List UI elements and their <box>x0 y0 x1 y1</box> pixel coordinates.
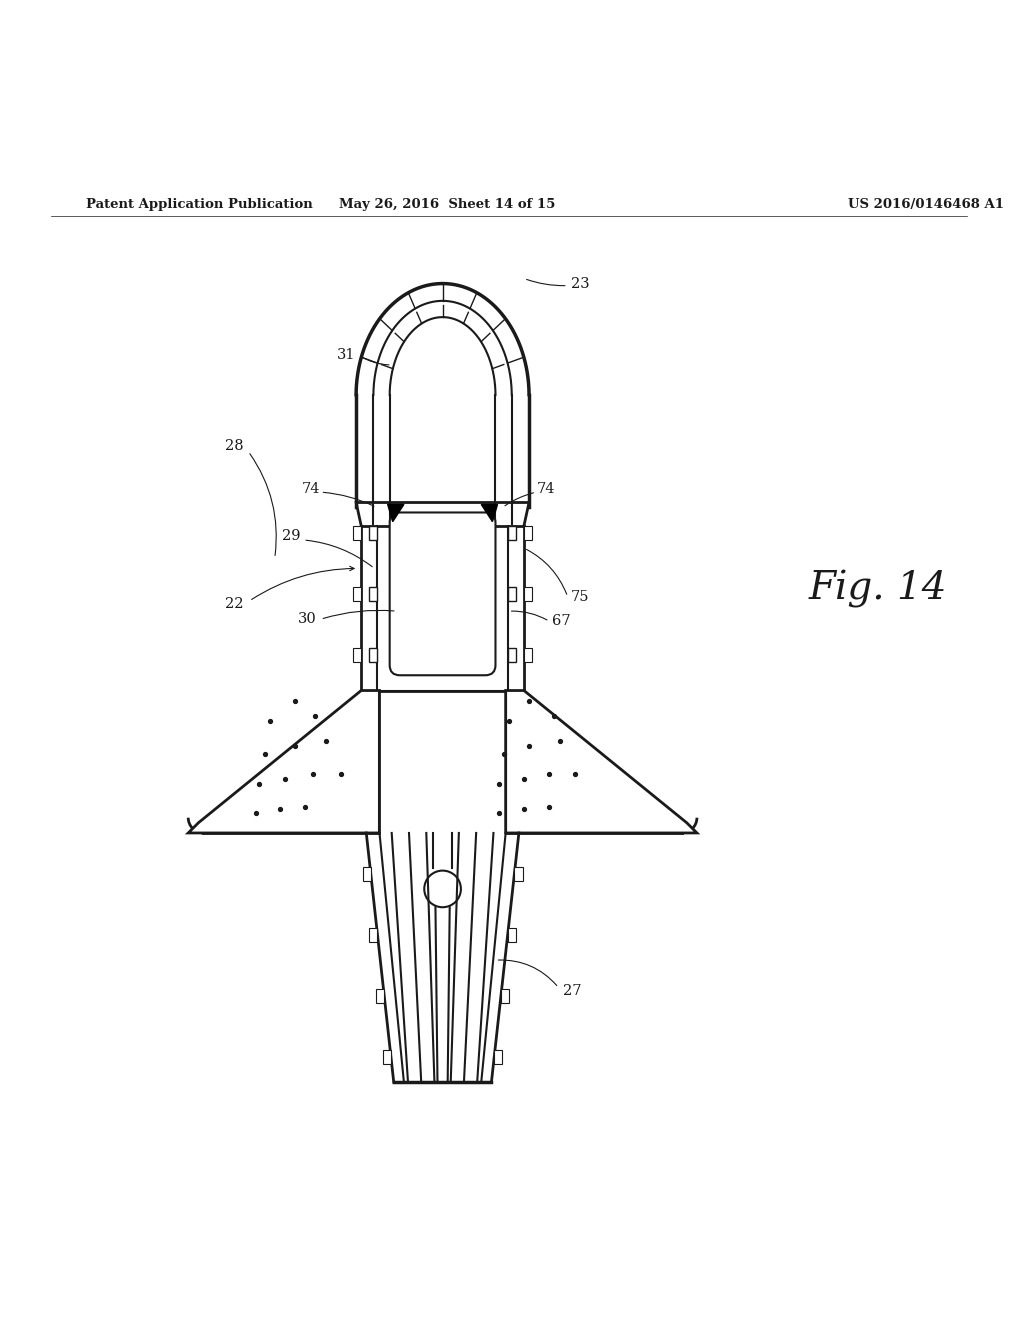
Text: 27: 27 <box>562 983 581 998</box>
Text: 31: 31 <box>337 347 355 362</box>
Text: 67: 67 <box>552 614 571 628</box>
Bar <box>353 648 361 663</box>
Text: 75: 75 <box>570 590 589 605</box>
Text: 30: 30 <box>298 612 316 626</box>
Bar <box>524 525 532 540</box>
Bar <box>362 866 371 880</box>
Bar <box>353 525 361 540</box>
Bar <box>508 587 516 601</box>
Text: 23: 23 <box>570 277 589 290</box>
Bar <box>508 648 516 663</box>
Bar <box>370 587 378 601</box>
Polygon shape <box>388 504 403 521</box>
Text: 74: 74 <box>302 482 321 496</box>
Bar <box>370 928 378 942</box>
Polygon shape <box>188 690 380 833</box>
Text: 29: 29 <box>282 529 300 543</box>
Bar <box>495 1049 503 1064</box>
Text: Patent Application Publication: Patent Application Publication <box>86 198 313 211</box>
Text: Fig. 14: Fig. 14 <box>809 570 947 607</box>
Bar <box>508 525 516 540</box>
Bar <box>376 989 384 1003</box>
Bar <box>508 928 516 942</box>
Bar <box>524 587 532 601</box>
Bar <box>501 989 509 1003</box>
Text: 28: 28 <box>224 440 244 453</box>
Text: 74: 74 <box>538 482 556 496</box>
Bar <box>353 587 361 601</box>
Bar <box>383 1049 391 1064</box>
Text: 22: 22 <box>224 597 244 611</box>
Text: US 2016/0146468 A1: US 2016/0146468 A1 <box>848 198 1004 211</box>
Bar <box>370 525 378 540</box>
Bar <box>524 648 532 663</box>
Bar <box>370 648 378 663</box>
Polygon shape <box>481 504 498 521</box>
Polygon shape <box>506 690 697 833</box>
FancyBboxPatch shape <box>390 512 496 676</box>
Text: May 26, 2016  Sheet 14 of 15: May 26, 2016 Sheet 14 of 15 <box>340 198 556 211</box>
Bar <box>514 866 522 880</box>
